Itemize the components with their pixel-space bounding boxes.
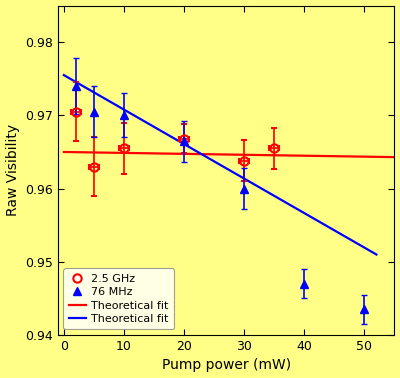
Legend: 2.5 GHz, 76 MHz, Theoretical fit, Theoretical fit: 2.5 GHz, 76 MHz, Theoretical fit, Theore… [64,268,174,330]
Y-axis label: Raw Visibility: Raw Visibility [6,124,20,216]
X-axis label: Pump power (mW): Pump power (mW) [162,358,291,372]
